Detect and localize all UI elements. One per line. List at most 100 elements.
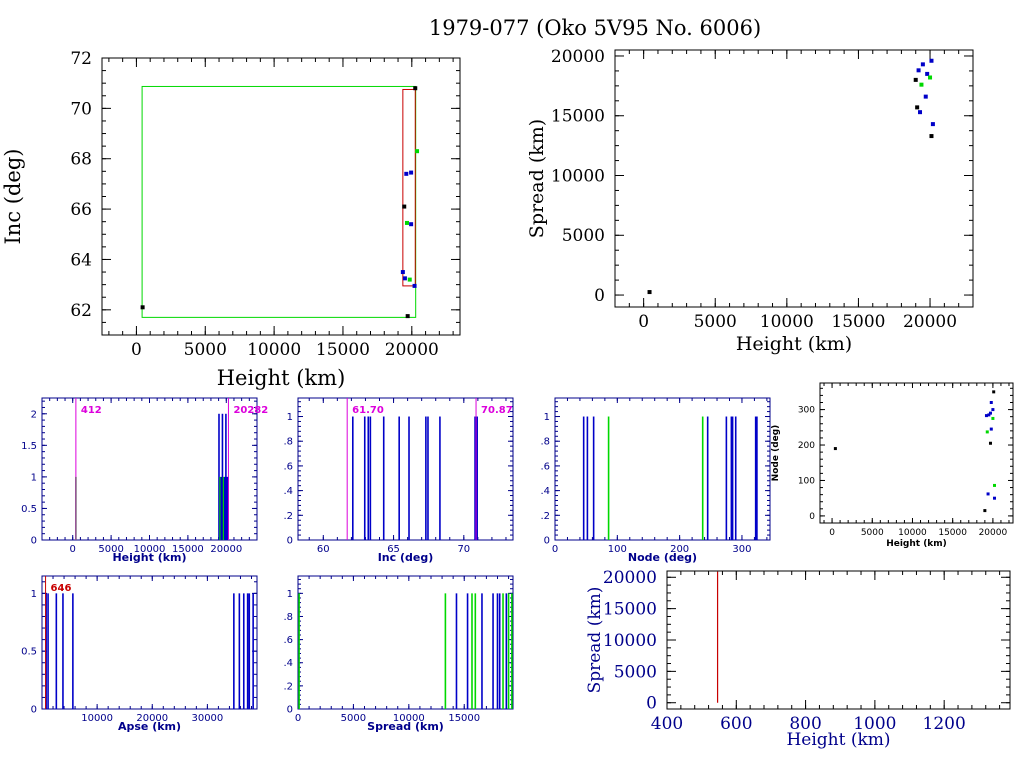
p1-ylabel: Inc (deg) xyxy=(1,149,25,245)
p2-point xyxy=(923,94,928,99)
h3-ytick-label: 0 xyxy=(544,536,550,547)
h1-marker-label: 412 xyxy=(81,405,102,416)
p2-point xyxy=(930,122,935,127)
p2-ytick-label: 10000 xyxy=(551,166,605,186)
p2-point xyxy=(928,75,933,80)
h1-xtick-label: 15000 xyxy=(172,544,204,555)
p2-frame xyxy=(614,49,974,308)
h5-xtick-label: 10000 xyxy=(393,713,425,724)
p2-ytick-label: 5000 xyxy=(562,226,605,246)
h5-ytick-label: 1 xyxy=(287,589,293,600)
p1-ytick-label: 68 xyxy=(70,150,92,170)
p1-point xyxy=(404,220,409,225)
h2-ytick-label: .4 xyxy=(283,486,293,497)
h4-ytick-label: 0.5 xyxy=(21,647,37,658)
p1-ytick-label: 64 xyxy=(70,250,92,270)
h3-ytick-label: .4 xyxy=(540,486,550,497)
h2-xlabel: Inc (deg) xyxy=(378,551,434,564)
p1-point xyxy=(402,204,407,209)
p3-point xyxy=(833,447,837,451)
p1-frame xyxy=(101,57,461,336)
p1-point xyxy=(415,149,420,154)
p4-ytick-label: 20000 xyxy=(603,568,657,588)
p3-ytick-label: 100 xyxy=(798,477,815,487)
h3-xtick-label: 100 xyxy=(608,544,627,555)
p3-point xyxy=(987,413,991,417)
p1-xtick-label: 5000 xyxy=(184,340,227,360)
h2-marker-label: 70.87 xyxy=(481,405,513,416)
p4-xtick-label: 800 xyxy=(789,714,821,734)
h5-ytick-label: .6 xyxy=(283,635,293,646)
h5-xtick-label: 15000 xyxy=(448,713,480,724)
h2-ytick-label: .6 xyxy=(283,461,293,472)
p2-point xyxy=(915,105,920,110)
h4-xtick-label: 10000 xyxy=(81,713,113,724)
p1-box-red xyxy=(402,88,416,287)
p3-xtick-label: 5000 xyxy=(861,528,884,538)
p3-ytick-label: 300 xyxy=(798,406,815,416)
p1-point xyxy=(404,171,409,176)
p3-point xyxy=(988,411,992,415)
h4-frame xyxy=(41,575,258,710)
p1-point xyxy=(412,283,417,288)
p3-point xyxy=(983,509,987,513)
p2-xtick-label: 0 xyxy=(638,312,649,332)
p1-xtick-label: 15000 xyxy=(316,340,370,360)
p3-ylabel: Node (deg) xyxy=(771,425,781,482)
h3-xtick-label: 0 xyxy=(552,544,558,555)
h4-xtick-label: 20000 xyxy=(136,713,168,724)
p1-ytick-label: 70 xyxy=(70,99,92,119)
p3-xtick-label: 10000 xyxy=(898,528,927,538)
p3-xtick-label: 20000 xyxy=(979,528,1008,538)
p2-xtick-label: 15000 xyxy=(831,312,885,332)
p1-point xyxy=(405,314,410,319)
h2-ytick-label: .8 xyxy=(283,437,293,448)
p3-xtick-label: 0 xyxy=(829,528,835,538)
h2-ytick-label: .2 xyxy=(283,511,293,522)
h1-ytick-label: 1 xyxy=(31,472,37,483)
p4-xlabel: Height (km) xyxy=(786,730,890,750)
p3-point xyxy=(989,400,993,404)
p1-point xyxy=(413,86,418,91)
h4-xtick-label: 30000 xyxy=(191,713,223,724)
p2-point xyxy=(929,58,934,63)
p3-point xyxy=(993,496,997,500)
p3-point xyxy=(988,441,992,445)
h4-ytick-label: 1 xyxy=(31,589,37,600)
p3-ytick-label: 200 xyxy=(798,441,815,451)
page-title: 1979-077 (Oko 5V95 No. 6006) xyxy=(428,16,762,40)
p3-point xyxy=(993,483,997,487)
p1-point xyxy=(409,222,414,227)
h2-marker-label: 61.70 xyxy=(352,405,384,416)
p1-xtick-label: 20000 xyxy=(385,340,439,360)
p2-point xyxy=(929,134,934,139)
p1-point xyxy=(409,170,414,175)
h5-xlabel: Spread (km) xyxy=(367,720,444,733)
p3-point xyxy=(984,414,988,418)
p3-point xyxy=(991,416,995,420)
p2-point xyxy=(919,82,924,87)
p4-xtick-label: 1200 xyxy=(923,714,966,734)
h3-xlabel: Node (deg) xyxy=(628,551,697,564)
p4-ylabel: Spread (km) xyxy=(585,587,605,694)
h5-xtick-label: 5000 xyxy=(341,713,366,724)
h1-xtick-label: 20000 xyxy=(210,544,242,555)
p4-ytick-label: 15000 xyxy=(603,600,657,620)
p1-xlabel: Height (km) xyxy=(217,366,346,390)
p3-point xyxy=(986,492,990,496)
p2-ytick-label: 15000 xyxy=(551,107,605,127)
h1-marker-label: 20282 xyxy=(233,405,268,416)
p3-point xyxy=(992,390,996,394)
p3-ytick-label: 0 xyxy=(809,512,815,522)
h2-ytick-label: 1 xyxy=(287,412,293,423)
p2-point xyxy=(925,71,930,76)
p1-point xyxy=(402,276,407,281)
h1-ytick-label: 0 xyxy=(31,536,37,547)
p3-point xyxy=(989,427,993,431)
p4-xtick-label: 600 xyxy=(720,714,752,734)
h3-ytick-label: .6 xyxy=(540,461,550,472)
h5-ytick-label: .8 xyxy=(283,612,293,623)
h4-marker-label: 646 xyxy=(51,583,72,594)
h3-ytick-label: 1 xyxy=(544,412,550,423)
